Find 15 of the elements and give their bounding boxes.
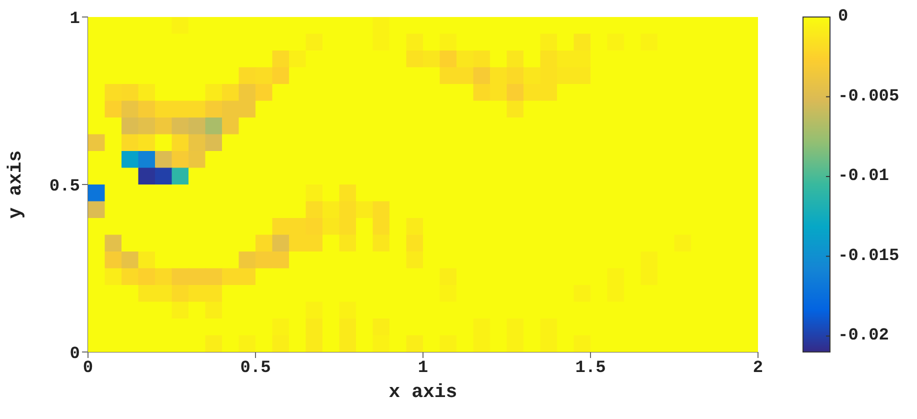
color-bar-label: -0.01: [838, 167, 890, 186]
color-bar-label: 0: [838, 8, 848, 26]
x-axis-title: x axis: [388, 381, 458, 403]
y-tick-label: 0.5: [49, 178, 80, 197]
color-bar-label: -0.02: [838, 326, 890, 346]
y-axis-title: y axis: [4, 150, 27, 219]
x-tick-label: 0: [82, 359, 94, 378]
color-bar-label: -0.015: [838, 246, 900, 266]
x-tick-label: 0.5: [240, 359, 271, 378]
x-tick-label: 2: [752, 359, 764, 378]
y-tick-label: 0: [70, 345, 80, 364]
color-bar-label: -0.005: [838, 87, 900, 106]
y-tick-label: 1: [70, 10, 80, 30]
x-tick-label: 1.5: [575, 359, 606, 378]
x-tick-label: 1: [418, 359, 428, 378]
